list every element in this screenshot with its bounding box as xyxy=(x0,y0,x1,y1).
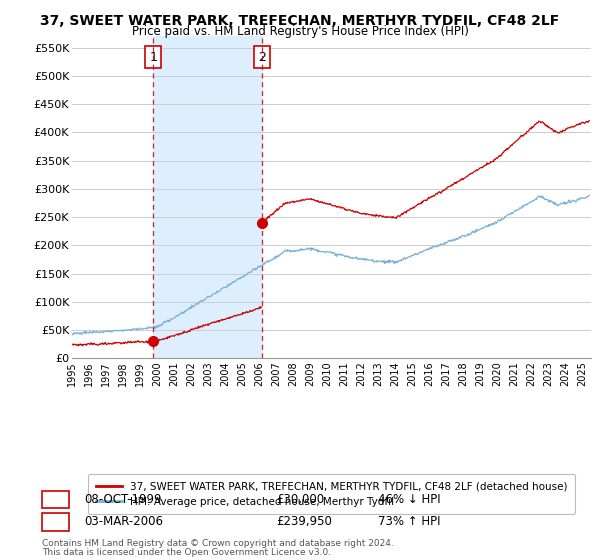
Bar xyxy=(153,36,262,358)
Text: 1: 1 xyxy=(52,493,59,506)
Text: This data is licensed under the Open Government Licence v3.0.: This data is licensed under the Open Gov… xyxy=(42,548,331,557)
Text: 37, SWEET WATER PARK, TREFECHAN, MERTHYR TYDFIL, CF48 2LF: 37, SWEET WATER PARK, TREFECHAN, MERTHYR… xyxy=(40,14,560,28)
Text: £239,950: £239,950 xyxy=(276,515,332,529)
Text: 1: 1 xyxy=(149,51,157,64)
Text: 46% ↓ HPI: 46% ↓ HPI xyxy=(378,493,440,506)
Text: 73% ↑ HPI: 73% ↑ HPI xyxy=(378,515,440,529)
Text: Contains HM Land Registry data © Crown copyright and database right 2024.: Contains HM Land Registry data © Crown c… xyxy=(42,539,394,548)
Text: 2: 2 xyxy=(52,515,59,529)
Text: 03-MAR-2006: 03-MAR-2006 xyxy=(84,515,163,529)
Text: Price paid vs. HM Land Registry's House Price Index (HPI): Price paid vs. HM Land Registry's House … xyxy=(131,25,469,38)
Legend: 37, SWEET WATER PARK, TREFECHAN, MERTHYR TYDFIL, CF48 2LF (detached house), HPI:: 37, SWEET WATER PARK, TREFECHAN, MERTHYR… xyxy=(88,474,575,514)
Text: 2: 2 xyxy=(258,51,266,64)
Text: 08-OCT-1999: 08-OCT-1999 xyxy=(84,493,161,506)
Text: £30,000: £30,000 xyxy=(276,493,324,506)
